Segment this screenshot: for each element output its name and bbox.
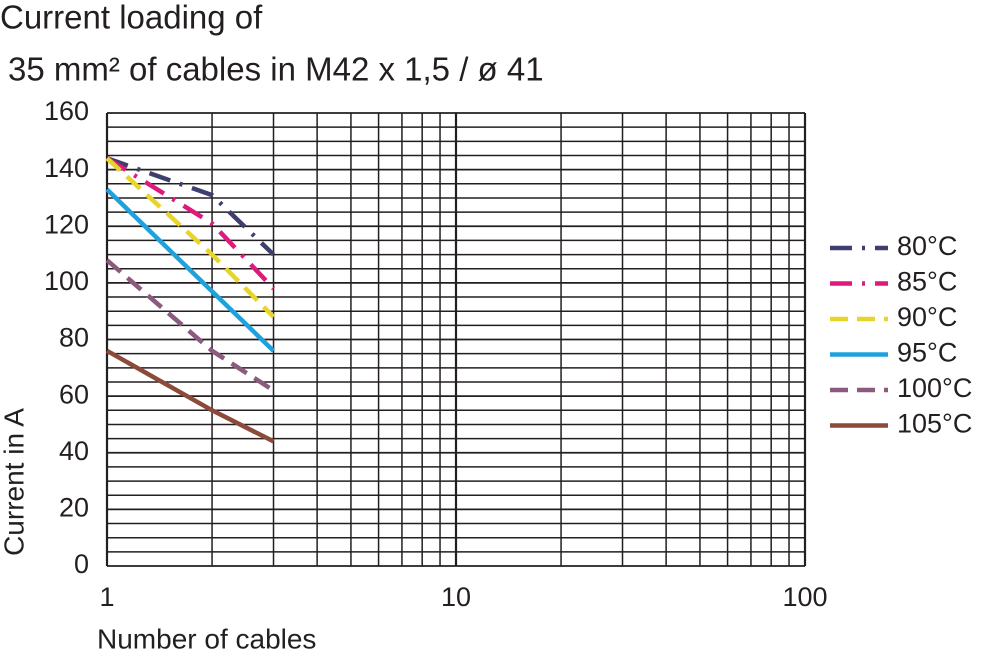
y-tick-label: 80 xyxy=(59,323,89,353)
x-tick-label: 10 xyxy=(441,582,471,612)
legend-label: 95°C xyxy=(897,338,957,368)
y-tick-label: 100 xyxy=(44,266,89,296)
y-axis-label: Current in A xyxy=(0,408,29,556)
series-line xyxy=(105,187,276,353)
y-tick-label: 160 xyxy=(44,96,89,126)
y-tick-label: 20 xyxy=(59,493,89,523)
chart-title: 35 mm² of cables in M42 x 1,5 / ø 41 xyxy=(8,51,544,88)
x-axis-label: Number of cables xyxy=(97,623,316,654)
chart-title: Current loading of xyxy=(0,0,263,36)
series-line xyxy=(105,156,276,291)
y-tick-label: 0 xyxy=(74,549,89,579)
x-tick-label: 1 xyxy=(99,582,114,612)
series-line xyxy=(105,348,275,444)
legend-label: 100°C xyxy=(897,373,972,403)
series-line xyxy=(105,156,276,319)
legend-label: 85°C xyxy=(897,267,957,297)
y-tick-label: 40 xyxy=(59,436,89,466)
legend-label: 80°C xyxy=(897,231,957,261)
series-line xyxy=(106,156,276,257)
y-tick-label: 140 xyxy=(44,153,89,183)
y-tick-label: 120 xyxy=(44,209,89,239)
legend-label: 90°C xyxy=(897,302,957,332)
series-line xyxy=(105,258,275,393)
legend-label: 105°C xyxy=(897,409,972,439)
y-tick-label: 60 xyxy=(59,379,89,409)
x-tick-label: 100 xyxy=(782,582,827,612)
